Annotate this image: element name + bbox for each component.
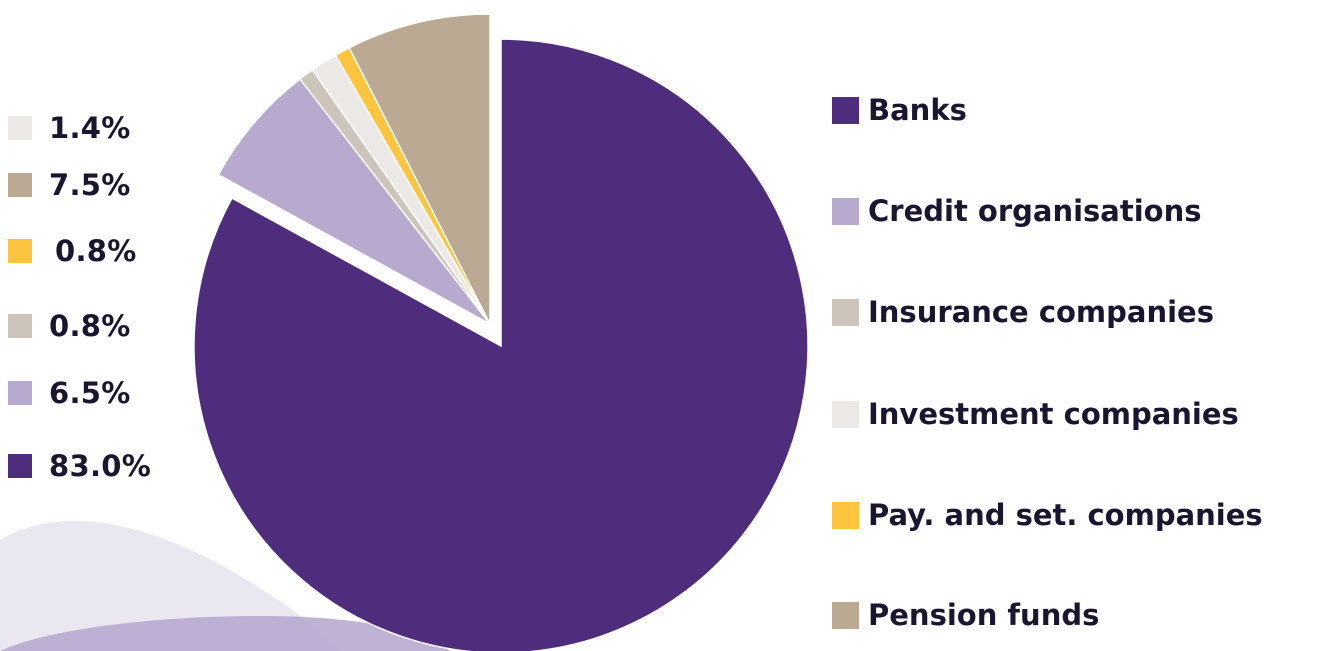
value-item-insurance-companies: 0.8% bbox=[8, 308, 131, 344]
legend-item-credit-organisations: Credit organisations bbox=[832, 193, 1202, 229]
value-label: 0.8% bbox=[55, 234, 137, 268]
value-item-credit-organisations: 6.5% bbox=[8, 375, 131, 411]
legend-swatch bbox=[832, 601, 859, 629]
legend-swatch bbox=[832, 197, 859, 225]
value-swatch bbox=[8, 239, 32, 263]
value-item-investment-companies: 1.4% bbox=[8, 110, 131, 146]
pie-slice-banks bbox=[193, 38, 809, 651]
value-swatch bbox=[8, 381, 32, 405]
legend-swatch bbox=[832, 501, 859, 529]
legend-item-insurance-companies: Insurance companies bbox=[832, 294, 1214, 330]
value-swatch bbox=[8, 314, 32, 338]
value-label: 1.4% bbox=[49, 111, 131, 145]
value-item-pay-and-set-companies: 0.8% bbox=[8, 233, 137, 269]
legend-item-pension-funds: Pension funds bbox=[832, 597, 1099, 633]
pie-slice-credit-organisations bbox=[217, 77, 491, 325]
legend-label: Insurance companies bbox=[868, 295, 1214, 329]
value-label: 0.8% bbox=[49, 309, 131, 343]
value-label: 7.5% bbox=[49, 168, 131, 202]
legend-label: Pay. and set. companies bbox=[868, 498, 1263, 532]
pie-slice-pension-funds bbox=[348, 13, 491, 325]
value-item-banks: 83.0% bbox=[8, 448, 151, 484]
legend-label: Investment companies bbox=[868, 397, 1239, 431]
value-label: 83.0% bbox=[49, 449, 152, 483]
legend-label: Banks bbox=[868, 93, 967, 127]
legend-item-pay-and-set-companies: Pay. and set. companies bbox=[832, 497, 1263, 533]
legend: Banks Credit organisations Insurance compa… bbox=[832, 0, 1328, 651]
value-swatch bbox=[8, 454, 32, 478]
legend-swatch bbox=[832, 298, 859, 326]
value-label: 6.5% bbox=[49, 376, 131, 410]
value-list: 1.4% 7.5% 0.8% 0.8% 6.5% 83.0% bbox=[8, 0, 198, 651]
value-swatch bbox=[8, 116, 32, 140]
legend-swatch bbox=[832, 400, 859, 428]
legend-item-investment-companies: Investment companies bbox=[832, 396, 1239, 432]
value-item-pension-funds: 7.5% bbox=[8, 167, 131, 203]
legend-swatch bbox=[832, 96, 859, 124]
legend-label: Credit organisations bbox=[868, 194, 1202, 228]
legend-item-banks: Banks bbox=[832, 92, 967, 128]
value-swatch bbox=[8, 173, 32, 197]
legend-label: Pension funds bbox=[868, 598, 1100, 632]
